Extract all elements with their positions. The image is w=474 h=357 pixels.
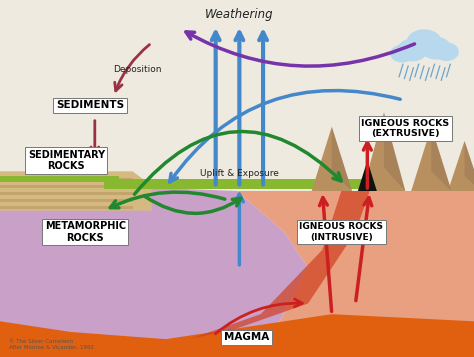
Bar [0,199,133,202]
Polygon shape [190,191,370,339]
Bar [104,179,365,189]
Text: Weathering: Weathering [205,8,273,21]
Polygon shape [237,191,474,357]
Bar [0,185,133,188]
Polygon shape [358,161,377,191]
Text: IGNEOUS ROCKS
(EXTRUSIVE): IGNEOUS ROCKS (EXTRUSIVE) [361,119,449,138]
Text: IGNEOUS ROCKS
(INTRUSIVE): IGNEOUS ROCKS (INTRUSIVE) [299,222,383,242]
Circle shape [406,29,442,56]
Polygon shape [431,127,451,191]
Circle shape [390,45,414,62]
Polygon shape [0,184,308,357]
Polygon shape [384,112,405,191]
Circle shape [397,39,428,61]
Polygon shape [448,141,474,191]
Bar [0,176,118,182]
Polygon shape [0,314,474,357]
Text: SEDIMENTARY
ROCKS: SEDIMENTARY ROCKS [28,150,105,171]
Text: Uplift & Exposure: Uplift & Exposure [200,169,279,178]
Bar [0,206,133,209]
Text: Deposition: Deposition [113,65,162,74]
Polygon shape [411,127,451,191]
Polygon shape [0,171,152,211]
Polygon shape [363,112,405,191]
Bar [0,192,133,195]
Circle shape [434,42,459,61]
Bar [0,178,133,181]
Text: MAGMA: MAGMA [224,332,269,342]
Polygon shape [332,127,352,191]
Text: SEDIMENTS: SEDIMENTS [56,100,124,110]
Text: © The Silver Cameleon
After Monroe & Viçander, 1992: © The Silver Cameleon After Monroe & Viç… [9,339,94,350]
Polygon shape [465,141,474,191]
Bar [0,0,474,186]
Text: METAMORPHIC
ROCKS: METAMORPHIC ROCKS [45,221,126,243]
Polygon shape [312,127,352,191]
Circle shape [421,37,451,60]
